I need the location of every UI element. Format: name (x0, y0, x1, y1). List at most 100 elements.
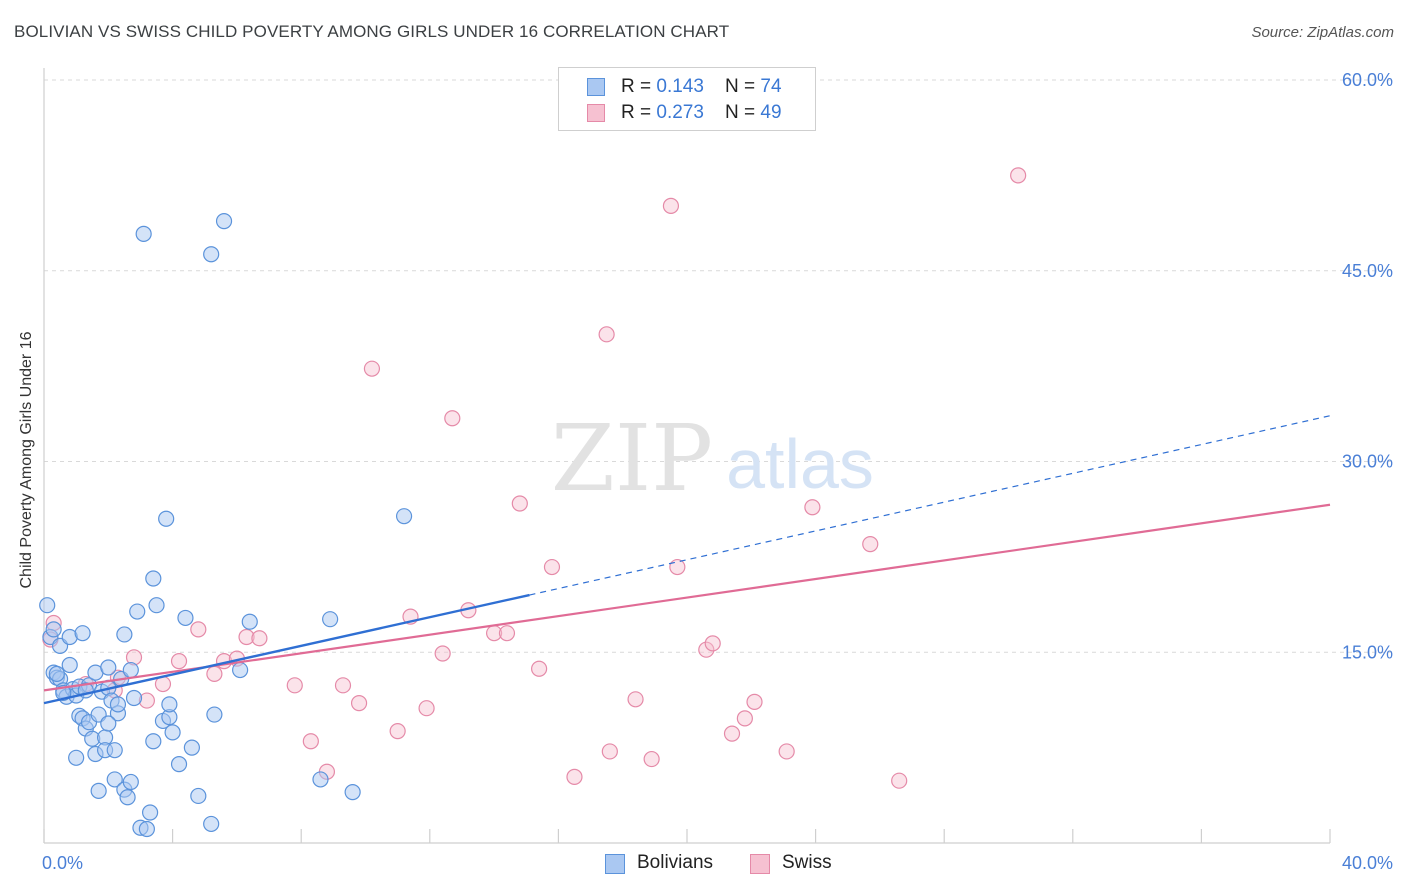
bolivians-points (39, 213, 413, 838)
swiss-point (543, 558, 561, 576)
bolivians-point (177, 609, 194, 627)
bolivians-point (129, 603, 146, 620)
bolivians-point (74, 625, 91, 642)
bolivians-point (135, 225, 152, 242)
legend-n-value: 74 (760, 76, 782, 97)
bolivians-point (395, 508, 413, 525)
legend-r-value: 0.143 (656, 76, 704, 97)
swiss-swatch (750, 854, 770, 874)
bolivians-point (45, 621, 62, 638)
swiss-point (723, 725, 741, 742)
legend-n-value: 49 (760, 102, 782, 123)
swiss-point (206, 665, 223, 682)
bolivians-point (141, 804, 159, 821)
bolivians-point (241, 613, 258, 630)
swiss-points (42, 167, 1027, 789)
bolivians-point (145, 733, 162, 750)
watermark-atlas: atlas (726, 425, 874, 503)
swiss-point (334, 677, 352, 694)
swiss-point (643, 750, 660, 768)
swiss-point (350, 695, 368, 712)
legend-item-label: Bolivians (637, 852, 714, 873)
bolivians-point (90, 782, 107, 799)
swiss-trend-line (43, 503, 1331, 692)
swiss-point (804, 499, 821, 516)
legend-r-value: 0.273 (656, 102, 704, 123)
correlation-legend: R = 0.143 N = 74 R = 0.273 N = 49 (558, 67, 816, 131)
swiss-point (736, 710, 753, 727)
swiss-point (498, 625, 516, 642)
bolivians-point (61, 656, 78, 674)
swiss-point (662, 197, 680, 214)
swiss-point (434, 645, 451, 662)
bolivians-point (48, 665, 65, 682)
swiss-point (601, 743, 618, 760)
trend-lines (43, 415, 1331, 705)
swiss-point (531, 660, 548, 677)
bolivians-point (158, 510, 175, 527)
y-tick-label: 60.0% (1342, 70, 1393, 90)
gridlines (44, 79, 1395, 653)
bolivians-point (344, 784, 361, 801)
swiss-point (418, 700, 435, 717)
swiss-point (669, 558, 686, 576)
source-label: Source: ZipAtlas.com (1251, 24, 1394, 41)
swiss-swatch (587, 104, 605, 122)
swiss-point (170, 653, 188, 670)
bolivians-point (164, 724, 181, 741)
bolivians-point (39, 597, 56, 614)
bolivians-point (106, 742, 123, 759)
bolivians-point (215, 213, 233, 230)
bolivians-point (109, 696, 127, 713)
bolivians-point (122, 773, 139, 791)
bolivians-point (145, 570, 162, 587)
tick-labels: 15.0% 30.0% 45.0% 60.0% 0.0% 40.0% (42, 70, 1393, 873)
bolivians-point (203, 246, 220, 263)
bolivians-point (183, 739, 200, 756)
swiss-point (251, 630, 268, 647)
bolivians-point (190, 787, 207, 805)
bolivians-point (206, 706, 223, 723)
bolivians-point (125, 689, 143, 707)
watermark-zip: ZIP (551, 405, 713, 512)
swiss-point (598, 326, 615, 343)
bolivians-point (203, 815, 220, 833)
swiss-point (746, 693, 763, 710)
swiss-point (238, 628, 255, 646)
swiss-point (566, 768, 583, 785)
chart-title: BOLIVIAN VS SWISS CHILD POVERTY AMONG GI… (14, 22, 730, 41)
bolivians-swatch (605, 854, 625, 874)
swiss-point (286, 677, 303, 694)
bolivians-swatch (587, 78, 605, 96)
bolivians-point (100, 715, 117, 732)
bolivians-point (119, 789, 136, 806)
x-tick-label: 0.0% (42, 853, 83, 873)
bolivians-point (116, 626, 133, 643)
bolivians-trend-line (43, 593, 530, 705)
legend-item-label: Swiss (782, 852, 832, 873)
y-tick-label: 45.0% (1342, 261, 1393, 281)
y-tick-label: 30.0% (1342, 452, 1393, 472)
x-tick-label: 40.0% (1342, 853, 1393, 873)
bolivians-point (170, 756, 188, 773)
y-tick-label: 15.0% (1342, 642, 1393, 662)
bolivians-point (312, 771, 329, 788)
bolivians-point (148, 597, 165, 614)
swiss-point (302, 733, 319, 750)
swiss-point (627, 691, 644, 708)
legend-r-label: R = (621, 76, 657, 97)
bolivians-point (232, 661, 249, 679)
legend-r-label: R = (621, 102, 657, 123)
swiss-point (511, 495, 528, 512)
swiss-point (444, 410, 461, 427)
swiss-point (698, 641, 715, 658)
legend-n-label: N = (725, 76, 761, 97)
swiss-point (1010, 167, 1027, 184)
bolivians-point (122, 661, 139, 679)
swiss-point (778, 743, 795, 760)
legend-n-label: N = (725, 102, 761, 123)
bolivians-point (106, 771, 123, 788)
swiss-point (389, 722, 406, 740)
series-legend: Bolivians Swiss (0, 852, 1406, 878)
